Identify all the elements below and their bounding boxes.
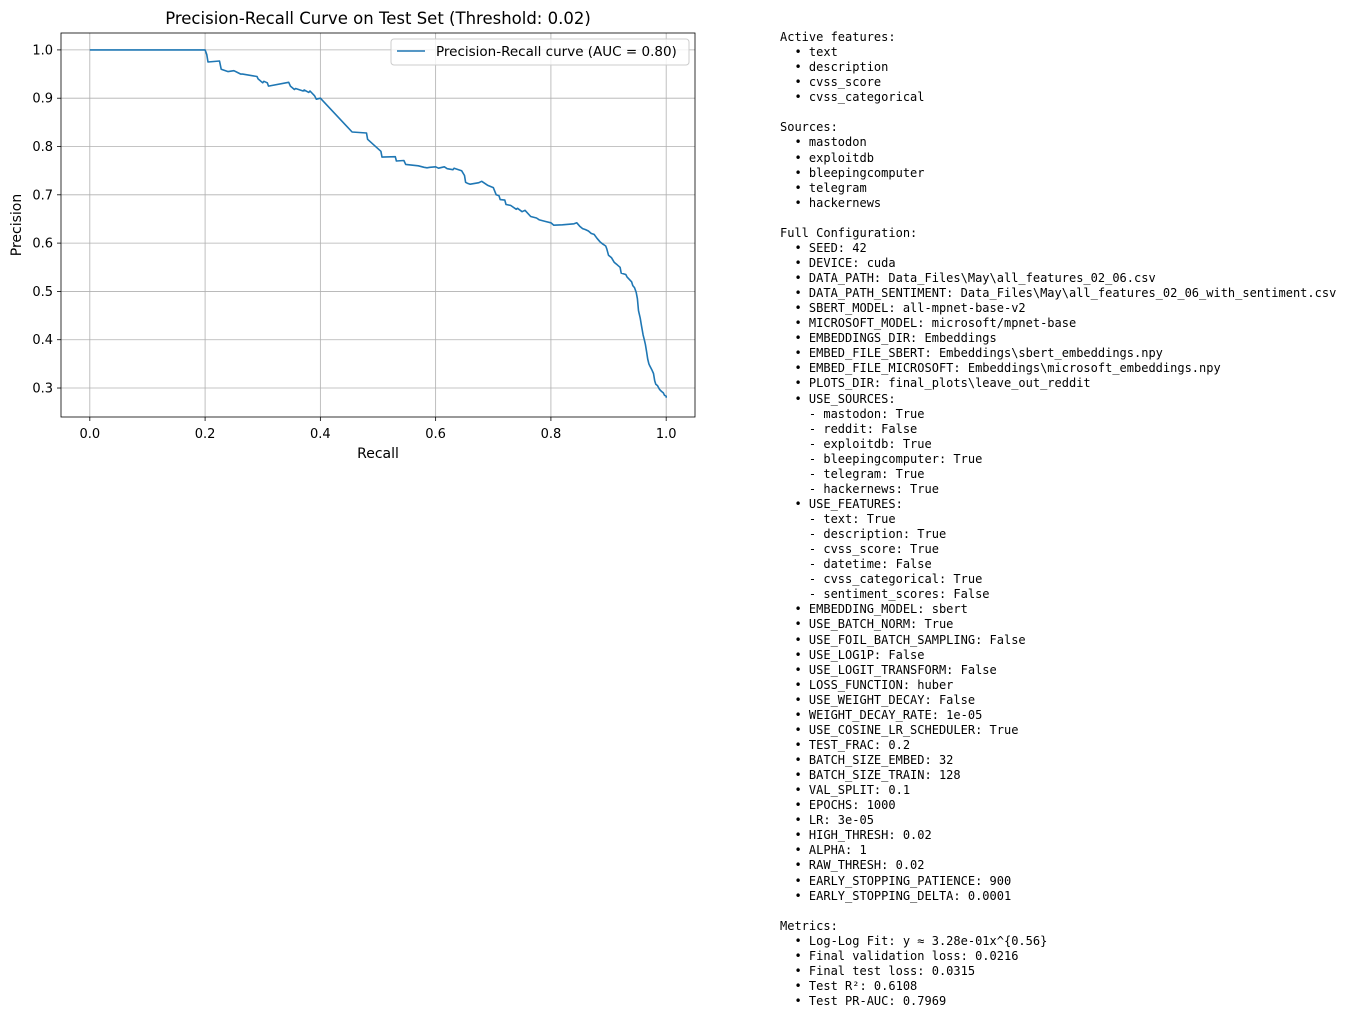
legend-box [390, 38, 690, 66]
y-tick-label: 0.5 [32, 285, 53, 300]
config-line: • EMBEDDING_MODEL: sbert [780, 602, 968, 617]
config-line: - telegram: True [780, 466, 925, 481]
y-tick-label: 0.4 [32, 333, 53, 348]
y-tick-label: 0.6 [32, 237, 53, 252]
config-line: • WEIGHT_DECAY_RATE: 1e-05 [780, 707, 983, 722]
legend: Precision-Recall curve (AUC = 0.80) [390, 38, 690, 66]
x-tick-label: 1.0 [656, 427, 677, 442]
blank-line [780, 904, 1336, 919]
config-line: • Test R²: 0.6108 [780, 978, 918, 993]
config-line: • VAL_SPLIT: 0.1 [780, 783, 911, 798]
config-line: • EPOCHS: 1000 [780, 798, 896, 813]
x-axis-label: Recall [357, 446, 399, 462]
config-line: • Test PR-AUC: 0.7969 [780, 994, 947, 1008]
config-line: • USE_WEIGHT_DECAY: False [780, 692, 976, 707]
y-tick-label: 0.7 [32, 188, 53, 203]
config-line: • USE_SOURCES: [780, 391, 896, 406]
config-line: • SBERT_MODEL: all-mpnet-base-v2 [780, 301, 1026, 316]
config-line: • EARLY_STOPPING_DELTA: 0.0001 [780, 888, 1012, 903]
config-line: • LR: 3e-05 [780, 813, 874, 828]
x-axis: 0.0 0.2 0.4 0.6 0.8 1.0 [79, 417, 677, 442]
config-line: • USE_FOIL_BATCH_SAMPLING: False [780, 632, 1026, 647]
config-line: • EMBED_FILE_SBERT: Embeddings\sbert_emb… [780, 346, 1163, 361]
config-line: • Log-Log Fit: y ≈ 3.28e-01x^{0.56} [780, 933, 1048, 948]
config-line: • PLOTS_DIR: final_plots\leave_out_reddi… [780, 376, 1091, 391]
config-line: - reddit: False [780, 421, 918, 436]
config-line: • BATCH_SIZE_EMBED: 32 [780, 753, 954, 767]
config-line: • LOSS_FUNCTION: huber [780, 677, 954, 692]
config-line: - exploitdb: True [780, 436, 932, 451]
config-line: • hackernews [780, 195, 882, 210]
pr-curve-chart: Precision-Recall Curve on Test Set (Thre… [9, 9, 696, 462]
config-line: • text [780, 45, 838, 60]
x-tick-label: 0.6 [425, 427, 446, 442]
x-tick-label: 0.8 [541, 427, 562, 442]
config-panel: Active features: • text • description • … [780, 30, 1336, 1009]
config-line: • mastodon [780, 135, 867, 150]
y-tick-label: 0.9 [32, 92, 53, 107]
grid [61, 33, 695, 417]
config-line: - cvss_categorical: True [780, 572, 983, 587]
x-tick-label: 0.4 [310, 427, 331, 442]
config-line: - sentiment_scores: False [780, 587, 990, 602]
config-line: • bleepingcomputer [780, 165, 925, 180]
config-line: • EMBEDDINGS_DIR: Embeddings [780, 331, 997, 346]
chart-title: Precision-Recall Curve on Test Set (Thre… [165, 9, 591, 28]
config-line: • SEED: 42 [780, 240, 867, 255]
x-tick-label: 0.2 [195, 427, 216, 442]
legend-label: Precision-Recall curve (AUC = 0.80) [436, 44, 677, 60]
y-axis-label: Precision [9, 194, 25, 256]
blank-line [780, 211, 1336, 226]
config-line: • BATCH_SIZE_TRAIN: 128 [780, 768, 961, 783]
config-line: • USE_BATCH_NORM: True [780, 617, 954, 632]
pr-curve-line [89, 49, 667, 398]
plot-frame [60, 32, 696, 418]
config-line: • DEVICE: cuda [780, 255, 896, 270]
config-line: • USE_LOG1P: False [780, 647, 925, 662]
x-tick-label: 0.0 [79, 427, 100, 442]
config-line: - text: True [780, 512, 896, 526]
config-line: • Final validation loss: 0.0216 [780, 948, 1019, 963]
config-line: Sources: [780, 120, 838, 135]
config-line: • ALPHA: 1 [780, 843, 867, 858]
config-line: • MICROSOFT_MODEL: microsoft/mpnet-base [780, 316, 1077, 331]
y-tick-label: 1.0 [32, 43, 53, 58]
config-line: - hackernews: True [780, 481, 939, 496]
y-axis: 0.3 0.4 0.5 0.6 0.7 0.8 0.9 1.0 [32, 43, 61, 397]
config-line: - bleepingcomputer: True [780, 451, 983, 466]
config-line: • USE_FEATURES: [780, 496, 903, 511]
config-line: • description [780, 60, 889, 75]
config-line: • cvss_categorical [780, 90, 925, 105]
config-line: • EMBED_FILE_MICROSOFT: Embeddings\micro… [780, 361, 1221, 376]
config-line: - mastodon: True [780, 406, 925, 421]
config-line: • TEST_FRAC: 0.2 [780, 737, 911, 752]
config-line: • USE_LOGIT_TRANSFORM: False [780, 662, 997, 677]
blank-line [780, 105, 1336, 120]
config-line: • DATA_PATH: Data_Files\May\all_features… [780, 271, 1156, 285]
config-line: • HIGH_THRESH: 0.02 [780, 828, 932, 843]
config-line: Active features: [780, 30, 896, 44]
config-line: • Final test loss: 0.0315 [780, 963, 976, 978]
config-line: Full Configuration: [780, 225, 918, 240]
config-line: • cvss_score [780, 75, 882, 90]
config-line: • exploitdb [780, 150, 874, 165]
config-line: • USE_COSINE_LR_SCHEDULER: True [780, 722, 1019, 737]
config-line: • EARLY_STOPPING_PATIENCE: 900 [780, 873, 1012, 888]
config-line: • DATA_PATH_SENTIMENT: Data_Files\May\al… [780, 286, 1337, 301]
config-line: - datetime: False [780, 557, 932, 572]
y-tick-label: 0.8 [32, 140, 53, 155]
config-line: • RAW_THRESH: 0.02 [780, 858, 925, 873]
config-line: • telegram [780, 180, 867, 195]
config-line: Metrics: [780, 918, 838, 933]
config-line: - cvss_score: True [780, 542, 939, 557]
y-tick-label: 0.3 [32, 382, 53, 397]
config-line: - description: True [780, 527, 947, 542]
